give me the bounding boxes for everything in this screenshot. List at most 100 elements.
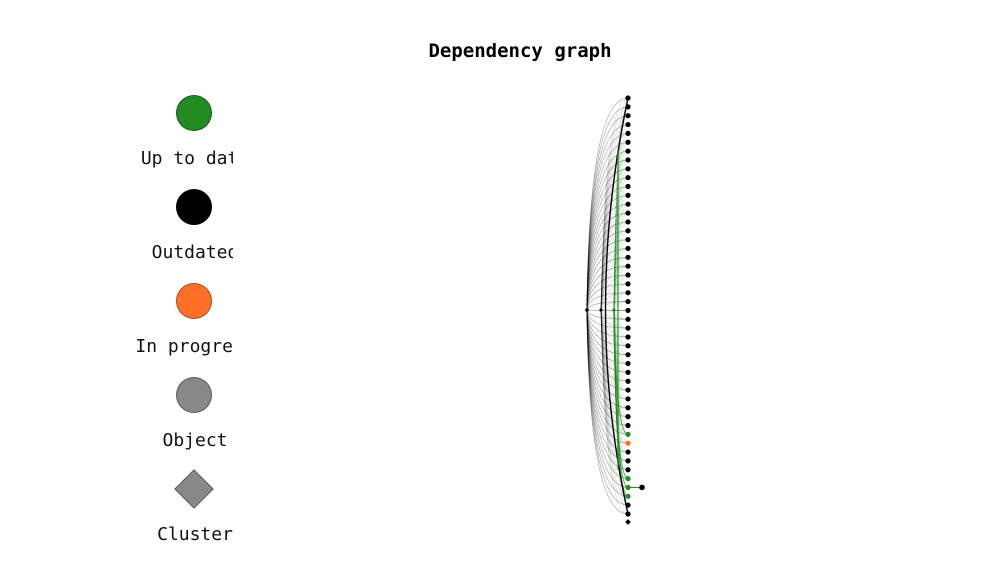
dependency-edge xyxy=(586,159,629,311)
dependency-edge xyxy=(600,309,629,355)
dependency-edge xyxy=(600,309,629,364)
dependency-edge xyxy=(600,309,629,444)
dependency-edge xyxy=(586,292,629,311)
graph-node xyxy=(625,245,631,252)
dependency-edge xyxy=(586,301,629,311)
dependency-edge xyxy=(586,203,629,311)
graph-node xyxy=(625,378,631,384)
graph-node xyxy=(625,139,631,145)
dependency-edge xyxy=(600,309,629,497)
dependency-edge xyxy=(586,150,629,311)
graph-node xyxy=(625,440,631,446)
dependency-edge xyxy=(586,133,629,311)
dependency-edge xyxy=(600,265,629,311)
legend-item-object: Object xyxy=(125,372,233,452)
graph-node xyxy=(625,201,631,207)
graph-node xyxy=(625,183,631,190)
dependency-edge xyxy=(600,133,629,311)
graph-node xyxy=(625,228,631,234)
graph-node xyxy=(625,484,631,491)
graph-node xyxy=(625,467,631,473)
dependency-edge xyxy=(600,257,629,311)
graph-node xyxy=(625,157,631,163)
dependency-edge xyxy=(586,194,629,311)
graph-node xyxy=(625,104,631,110)
graph-node xyxy=(625,281,631,287)
dependency-edge xyxy=(586,309,629,382)
dependency-edge xyxy=(600,283,629,311)
cluster-node xyxy=(625,519,631,525)
legend-item-outdated: Outdated xyxy=(125,184,233,264)
dependency-edge xyxy=(600,309,629,462)
dependency-edge xyxy=(586,309,629,479)
dependency-edge xyxy=(586,309,629,515)
graph-node xyxy=(625,360,631,367)
legend-item-up-to-date: Up to date xyxy=(125,90,233,170)
dependency-edge xyxy=(586,309,629,426)
dependency-edge xyxy=(600,203,629,311)
graph-nodes xyxy=(585,95,645,525)
graph-node xyxy=(625,431,631,437)
dependency-edge xyxy=(600,115,629,311)
dependency-edge xyxy=(600,97,629,311)
graph-title: Dependency graph xyxy=(428,40,612,62)
graph-node xyxy=(625,387,631,393)
graph-node xyxy=(625,343,631,349)
dependency-edge xyxy=(586,256,629,311)
dependency-edge xyxy=(600,106,629,311)
object-swatch-icon xyxy=(176,377,212,413)
graph-node xyxy=(625,493,631,499)
graph-node xyxy=(625,405,631,411)
dependency-edge xyxy=(600,309,629,382)
dependency-edge xyxy=(586,309,629,506)
legend-label: Up to date xyxy=(140,148,233,169)
dependency-edge xyxy=(586,124,629,311)
graph-node xyxy=(625,130,631,137)
dependency-edge xyxy=(586,309,629,373)
dependency-edge xyxy=(586,309,629,329)
graph-node xyxy=(625,219,631,225)
legend: Up to date Outdated In progress Object C… xyxy=(125,90,233,560)
graph-node xyxy=(625,334,631,340)
legend-item-in-progress: In progress xyxy=(125,278,233,358)
dependency-edge xyxy=(586,115,629,311)
dependency-edge xyxy=(600,212,629,311)
legend-label: In progress xyxy=(135,336,233,357)
legend-label: Object xyxy=(162,430,228,451)
dependency-edge xyxy=(600,309,629,506)
dependency-edge xyxy=(600,309,629,515)
graph-node xyxy=(625,121,631,128)
dependency-edge xyxy=(586,309,629,435)
dependency-edge xyxy=(600,230,629,311)
dependency-edge xyxy=(600,221,629,311)
dependency-edge xyxy=(586,274,629,311)
dependency-edge xyxy=(586,309,629,364)
dependency-edge xyxy=(586,186,629,311)
graph-node xyxy=(625,352,631,358)
graph-node xyxy=(625,113,631,119)
legend-label: Outdated xyxy=(151,242,233,263)
up-to-date-swatch-icon xyxy=(176,95,212,131)
dependency-edge xyxy=(600,309,629,320)
dependency-edge xyxy=(600,309,629,400)
graph-hub-node xyxy=(599,308,603,312)
graph-node xyxy=(639,484,645,491)
graph-node xyxy=(625,95,631,101)
dependency-edge xyxy=(586,212,629,311)
graph-hub-node xyxy=(612,308,616,312)
graph-node xyxy=(625,316,631,322)
dependency-edge xyxy=(586,309,629,400)
dependency-edge xyxy=(586,309,629,347)
dependency-edge xyxy=(586,309,629,488)
graph-node xyxy=(625,298,631,305)
graph-node xyxy=(625,237,631,243)
dependency-edge xyxy=(586,309,629,409)
dependency-edge xyxy=(600,239,629,311)
dependency-edge xyxy=(600,150,629,311)
dependency-edge xyxy=(586,97,629,311)
graph-node xyxy=(625,511,631,517)
graph-node xyxy=(625,369,631,375)
dependency-edge xyxy=(586,177,629,311)
dependency-edge xyxy=(586,168,629,311)
dependency-edge xyxy=(586,309,629,338)
